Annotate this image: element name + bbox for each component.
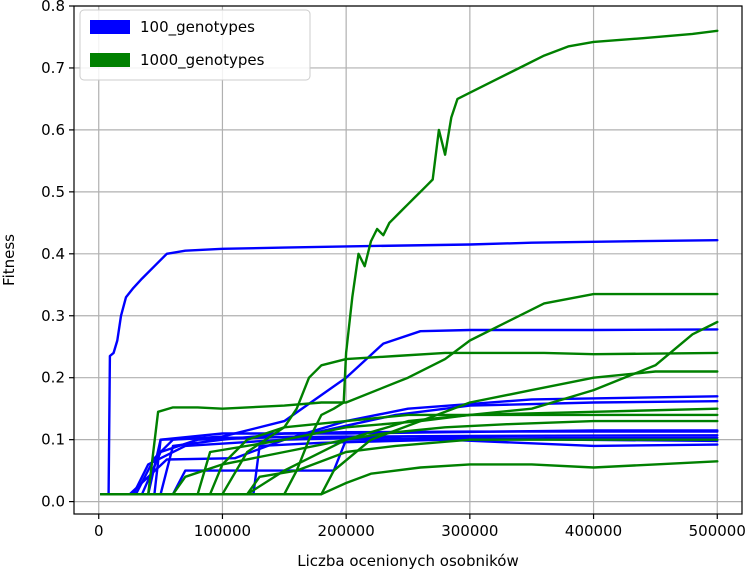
y-tick-label: 0.6 xyxy=(41,121,65,139)
x-tick-label: 300000 xyxy=(441,522,498,540)
legend-swatch-1000-genotypes xyxy=(90,53,130,67)
series-line-1000_genotypes-11 xyxy=(100,292,719,496)
y-tick-label: 0.1 xyxy=(41,431,65,449)
y-tick-label: 0.7 xyxy=(41,59,65,77)
y-tick-label: 0.2 xyxy=(41,369,65,387)
series-line-1000_genotypes-15 xyxy=(100,413,719,496)
series-line-100_genotypes-0 xyxy=(100,239,719,496)
y-tick-label: 0.8 xyxy=(41,0,65,15)
series-line-1000_genotypes-16 xyxy=(100,419,719,496)
x-tick-label: 400000 xyxy=(565,522,622,540)
series-group xyxy=(100,29,719,496)
x-axis-ticks: 0 100000 200000 300000 400000 500000 xyxy=(94,514,746,540)
y-tick-label: 0.5 xyxy=(41,183,65,201)
legend-label-1000-genotypes: 1000_genotypes xyxy=(140,51,265,70)
legend: 100_genotypes 1000_genotypes xyxy=(79,9,311,81)
axes-frame xyxy=(73,5,743,515)
series-line-1000_genotypes-13 xyxy=(100,370,719,496)
series-line-1000_genotypes-12 xyxy=(100,351,719,496)
y-axis-label: Fitness xyxy=(0,234,18,286)
legend-box xyxy=(79,9,311,81)
y-tick-label: 0.0 xyxy=(41,493,65,511)
y-axis-ticks: 0.0 0.1 0.2 0.3 0.4 0.5 0.6 0.7 0.8 xyxy=(41,0,74,511)
x-tick-label: 200000 xyxy=(318,522,375,540)
y-tick-label: 0.4 xyxy=(41,245,65,263)
x-axis-label: Liczba ocenionych osobników xyxy=(297,552,519,570)
series-line-1000_genotypes-19 xyxy=(100,407,719,496)
y-tick-label: 0.3 xyxy=(41,307,65,325)
x-tick-label: 100000 xyxy=(194,522,251,540)
legend-label-100-genotypes: 100_genotypes xyxy=(140,18,255,37)
x-tick-label: 0 xyxy=(94,522,104,540)
series-line-1000_genotypes-17 xyxy=(100,460,719,496)
x-tick-label: 500000 xyxy=(689,522,746,540)
legend-swatch-100-genotypes xyxy=(90,20,130,34)
series-line-1000_genotypes-18 xyxy=(100,438,719,496)
series-line-1000_genotypes-10 xyxy=(283,29,719,496)
